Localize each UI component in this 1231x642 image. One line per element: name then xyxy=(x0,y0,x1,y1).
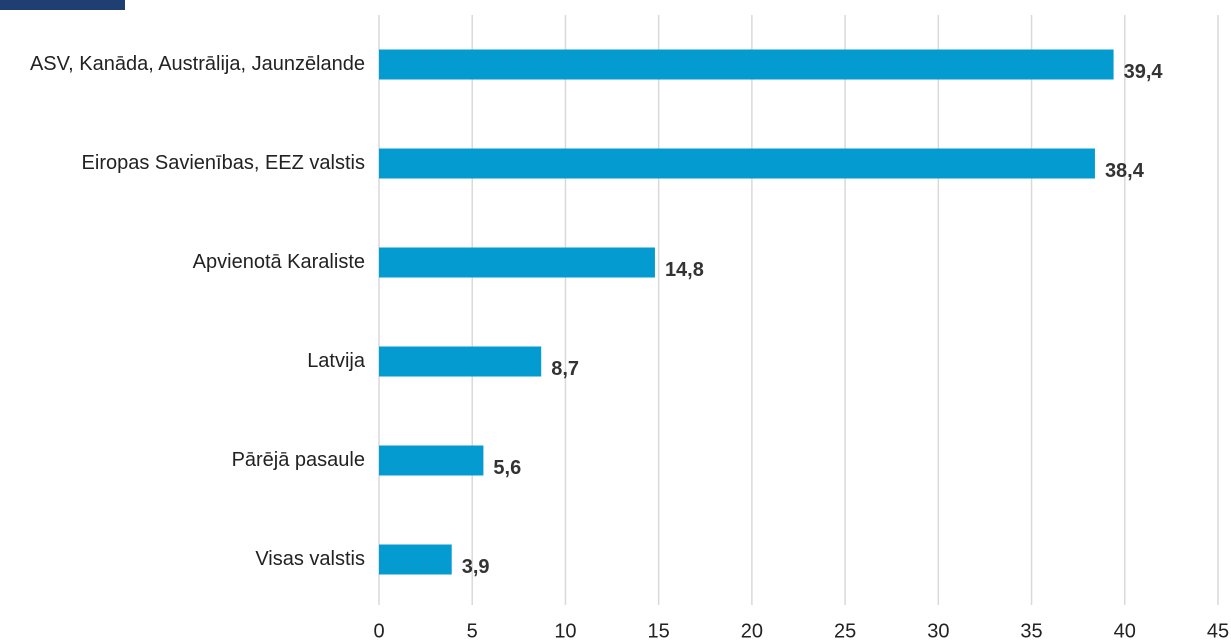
header-accent xyxy=(0,0,125,10)
bar xyxy=(379,445,484,476)
x-tick-label: 40 xyxy=(1114,620,1136,642)
y-tick-label: Apvienotā Karaliste xyxy=(193,251,365,273)
value-label: 8,7 xyxy=(551,358,579,380)
value-label: 3,9 xyxy=(462,556,490,578)
x-tick-label: 15 xyxy=(648,620,670,642)
bar xyxy=(379,148,1095,179)
y-tick-label: Pārējā pasaule xyxy=(232,449,365,471)
value-label: 38,4 xyxy=(1105,160,1145,182)
y-tick-label: Visas valstis xyxy=(255,548,365,570)
x-tick-label: 25 xyxy=(834,620,856,642)
y-tick-label: Latvija xyxy=(307,350,366,372)
x-tick-label: 35 xyxy=(1020,620,1042,642)
bar xyxy=(379,49,1114,80)
y-tick-label: Eiropas Savienības, EEZ valstis xyxy=(82,152,365,174)
bar xyxy=(379,544,452,575)
x-tick-label: 0 xyxy=(373,620,384,642)
y-tick-label: ASV, Kanāda, Austrālija, Jaunzēlande xyxy=(30,53,365,75)
value-label: 14,8 xyxy=(665,259,704,281)
x-tick-label: 20 xyxy=(741,620,763,642)
value-label: 5,6 xyxy=(493,457,521,479)
x-tick-label: 45 xyxy=(1207,620,1229,642)
value-label: 39,4 xyxy=(1124,61,1164,83)
bar xyxy=(379,346,542,377)
bar xyxy=(379,247,655,278)
x-tick-label: 30 xyxy=(927,620,949,642)
x-tick-label: 5 xyxy=(467,620,478,642)
x-tick-label: 10 xyxy=(554,620,576,642)
